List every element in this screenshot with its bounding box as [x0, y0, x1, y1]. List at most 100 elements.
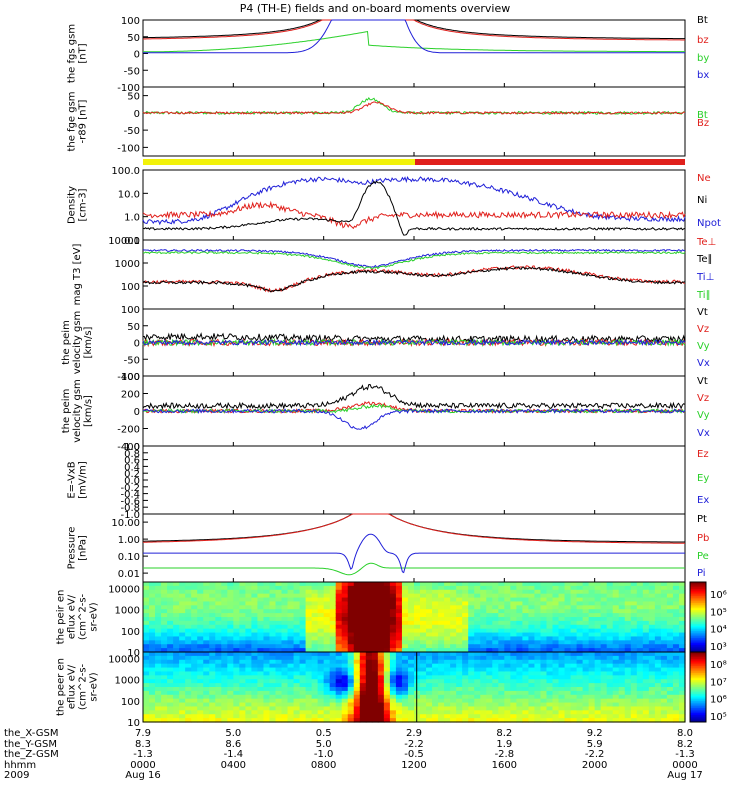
- spectrogram-cell: [504, 640, 511, 645]
- spectrogram-cell: [498, 698, 505, 704]
- spectrogram-cell: [401, 667, 409, 673]
- spectrogram-cell: [353, 679, 361, 684]
- spectrogram-cell: [305, 609, 313, 614]
- legend-entry-Ey: Ey: [697, 473, 709, 484]
- spectrogram-cell: [438, 718, 445, 723]
- spectrogram-cell: [329, 585, 337, 591]
- spectrogram-cell: [480, 659, 487, 665]
- spectrogram-cell: [185, 698, 192, 704]
- spectrogram-cell: [624, 636, 632, 641]
- spectrogram-cell: [468, 644, 475, 649]
- spectrogram-cell: [239, 652, 246, 657]
- spectrogram-cell: [293, 675, 301, 680]
- spectrogram-cell: [203, 679, 210, 684]
- spectrogram-cell: [498, 597, 505, 603]
- spectrogram-cell: [179, 667, 186, 673]
- spectrogram-cell: [528, 698, 536, 704]
- spectrogram-cell: [480, 601, 487, 606]
- spectrogram-cell: [185, 671, 192, 676]
- spectrogram-cell: [395, 690, 403, 696]
- spectrogram-cell: [233, 706, 240, 711]
- spectrogram-cell: [353, 706, 361, 711]
- spectrogram-cell: [245, 636, 252, 641]
- spectrogram-cell: [480, 671, 487, 676]
- spectrogram-cell: [185, 605, 192, 610]
- spectrogram-cell: [191, 624, 198, 630]
- spectrogram-cell: [486, 671, 493, 676]
- spectrogram-cell: [612, 714, 620, 719]
- spectrogram-cell: [468, 655, 475, 661]
- spectrogram-cell: [407, 628, 415, 634]
- spectrogram-cell: [630, 582, 638, 587]
- spectrogram-cell: [636, 671, 644, 676]
- spectrogram-cell: [534, 675, 542, 680]
- spectrogram-cell: [239, 710, 246, 715]
- colorbar-step: [690, 603, 706, 606]
- spectrogram-cell: [377, 593, 385, 599]
- spectrogram-cell: [215, 679, 222, 684]
- spectrogram-cell: [516, 636, 523, 641]
- spectrogram-cell: [263, 706, 271, 711]
- spectrogram-cell: [359, 640, 367, 645]
- spectrogram-cell: [341, 663, 349, 669]
- spectrogram-cell: [474, 663, 481, 669]
- spectrogram-cell: [582, 605, 590, 610]
- spectrogram-cell: [323, 683, 331, 688]
- spectrogram-cell: [359, 706, 367, 711]
- spectrogram-cell: [143, 640, 150, 645]
- spectrogram-cell: [630, 605, 638, 610]
- spectrogram-cell: [474, 690, 481, 696]
- spectrogram-cell: [654, 687, 662, 692]
- spectrogram-cell: [209, 617, 216, 622]
- spectrogram-cell: [365, 648, 373, 653]
- spectrogram-cell: [335, 690, 343, 696]
- spectrogram-cell: [486, 652, 493, 657]
- spectrogram-cell: [678, 624, 686, 630]
- spectrogram-cell: [281, 714, 289, 719]
- spectrogram-cell: [660, 655, 668, 661]
- spectrogram-cell: [377, 582, 385, 587]
- spectrogram-cell: [654, 714, 662, 719]
- spectrogram-cell: [329, 640, 337, 645]
- spectrogram-cell: [377, 659, 385, 665]
- spectrogram-cell: [167, 652, 174, 657]
- spectrogram-cell: [203, 667, 210, 673]
- spectrogram-cell: [233, 589, 240, 595]
- spectrogram-cell: [329, 620, 337, 626]
- spectrogram-cell: [161, 628, 168, 634]
- spectrogram-cell: [516, 609, 523, 614]
- spectrogram-cell: [666, 679, 674, 684]
- spectrogram-cell: [630, 648, 638, 653]
- spectrogram-cell: [389, 636, 397, 641]
- spectrogram-cell: [233, 644, 240, 649]
- spectrogram-cell: [191, 663, 198, 669]
- spectrogram-cell: [414, 718, 421, 723]
- spectrogram-cell: [510, 683, 517, 688]
- spectrogram-cell: [293, 698, 301, 704]
- spectrogram-cell: [335, 659, 343, 665]
- spectrogram-cell: [600, 679, 608, 684]
- spectrogram-cell: [329, 652, 337, 657]
- spectrogram-cell: [257, 628, 265, 634]
- spectrogram-cell: [534, 624, 542, 630]
- y-tick-label: -100: [117, 83, 140, 94]
- spectrogram-cell: [371, 652, 379, 657]
- legend-entry-Vy: Vy: [697, 341, 710, 352]
- spectrogram-cell: [209, 659, 216, 665]
- spectrogram-cell: [624, 698, 632, 704]
- spectrogram-cell: [191, 605, 198, 610]
- spectrogram-cell: [251, 617, 259, 622]
- spectrogram-cell: [215, 636, 222, 641]
- spectrogram-cell: [516, 613, 523, 618]
- series-te-perp: [142, 265, 686, 293]
- spectrogram-cell: [305, 593, 313, 599]
- spectrogram-cell: [359, 613, 367, 618]
- spectrogram-cell: [618, 675, 626, 680]
- spectrogram-cell: [245, 585, 252, 591]
- spectrogram-cell: [414, 589, 421, 595]
- spectrogram-cell: [480, 690, 487, 696]
- spectrogram-cell: [642, 679, 650, 684]
- spectrogram-cell: [407, 710, 415, 715]
- spectrogram-cell: [173, 636, 180, 641]
- spectrogram-cell: [498, 679, 505, 684]
